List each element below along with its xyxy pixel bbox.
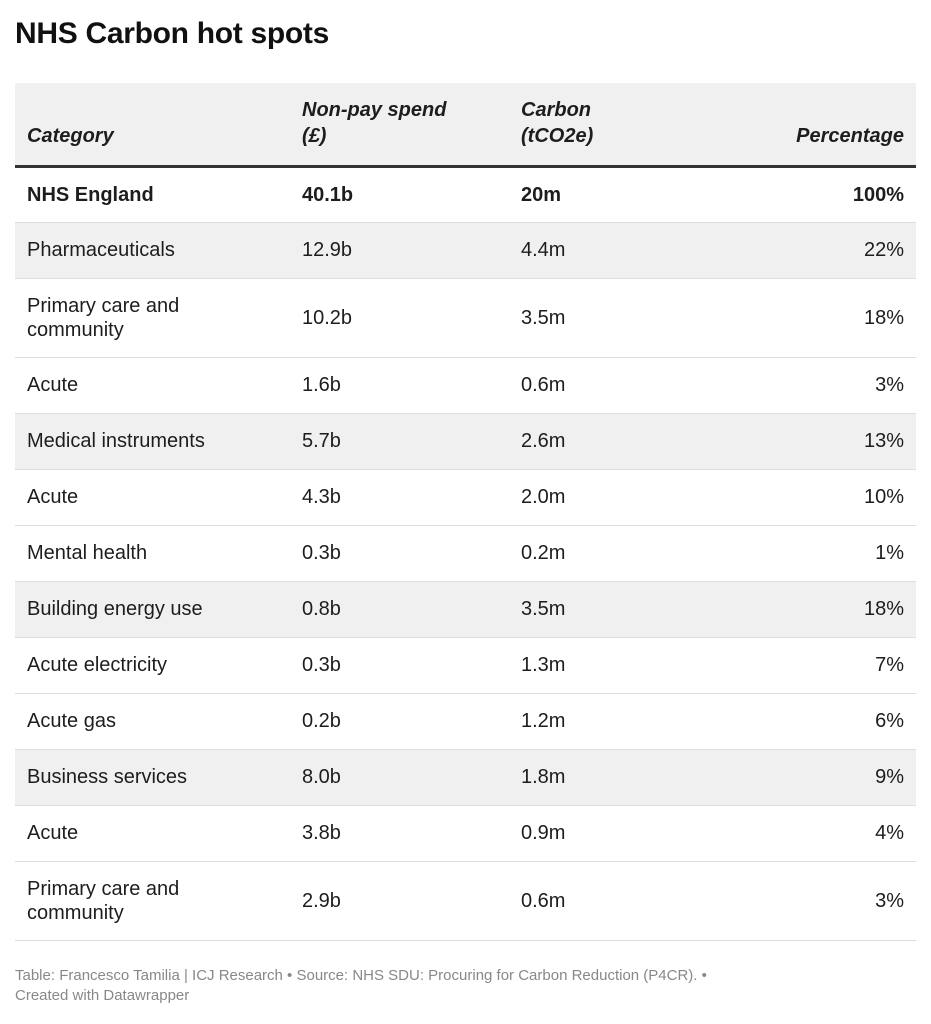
percentage-cell: 22% bbox=[863, 239, 904, 261]
carbon-cell: 0.6m bbox=[521, 889, 566, 912]
table-row: Pharmaceuticals 12.9b 4.4m 22% bbox=[15, 222, 916, 278]
category-cell: Acute electricity bbox=[27, 654, 168, 676]
header-category[interactable]: Category bbox=[15, 83, 290, 166]
spend-cell: 0.2b bbox=[302, 710, 341, 732]
percentage-cell: 10% bbox=[863, 486, 904, 508]
carbon-cell: 0.6m bbox=[521, 374, 566, 396]
table-row: Primary care and community 10.2b 3.5m 18% bbox=[15, 278, 916, 357]
category-cell: Acute bbox=[27, 374, 79, 396]
spend-cell: 0.3b bbox=[302, 654, 341, 676]
spend-cell: 3.8b bbox=[302, 822, 341, 844]
category-cell: Medical instruments bbox=[27, 430, 205, 452]
percentage-cell: 18% bbox=[863, 598, 904, 620]
carbon-cell: 1.3m bbox=[521, 654, 566, 676]
percentage-cell: 18% bbox=[863, 306, 904, 329]
percentage-cell: 9% bbox=[875, 766, 904, 788]
table-row: Medical instruments 5.7b 2.6m 13% bbox=[15, 413, 916, 469]
spend-cell: 40.1b bbox=[302, 183, 354, 206]
percentage-cell: 100% bbox=[852, 183, 904, 206]
table-row: NHS England 40.1b 20m 100% bbox=[15, 166, 916, 222]
header-percentage-label: Percentage bbox=[796, 124, 904, 147]
category-cell: NHS England bbox=[27, 183, 154, 206]
footer: Table: Francesco Tamilia | ICJ Research … bbox=[15, 966, 795, 1006]
carbon-cell: 0.2m bbox=[521, 542, 566, 564]
carbon-cell: 0.9m bbox=[521, 822, 566, 844]
table-row: Acute gas 0.2b 1.2m 6% bbox=[15, 693, 916, 749]
table-row: Acute electricity 0.3b 1.3m 7% bbox=[15, 637, 916, 693]
table-row: Primary care and community 2.9b 0.6m 3% bbox=[15, 861, 916, 940]
footer-created-with: Created with Datawrapper bbox=[15, 987, 190, 1004]
spend-cell: 0.3b bbox=[302, 542, 341, 564]
carbon-cell: 2.0m bbox=[521, 486, 566, 508]
header-carbon-label-line2: (tCO2e) bbox=[521, 124, 594, 147]
header-category-label: Category bbox=[27, 124, 114, 147]
header-carbon-label-line1: Carbon bbox=[521, 98, 591, 121]
percentage-cell: 6% bbox=[875, 710, 904, 732]
spend-cell: 10.2b bbox=[302, 306, 353, 329]
header-percentage[interactable]: Percentage bbox=[728, 83, 916, 166]
table-row: Acute 3.8b 0.9m 4% bbox=[15, 805, 916, 861]
carbon-cell: 2.6m bbox=[521, 430, 566, 452]
category-cell: Building energy use bbox=[27, 598, 203, 620]
spend-cell: 5.7b bbox=[302, 430, 341, 452]
spend-cell: 1.6b bbox=[302, 374, 341, 396]
category-cell: Primary care and community bbox=[27, 294, 180, 341]
footer-credit: Table: Francesco Tamilia | ICJ Research … bbox=[15, 967, 707, 984]
carbon-cell: 3.5m bbox=[521, 598, 566, 620]
spend-cell: 12.9b bbox=[302, 239, 353, 261]
percentage-cell: 4% bbox=[875, 822, 904, 844]
table-header: Category Non-pay spend (£) Carbon (tCO2e… bbox=[15, 83, 916, 166]
spend-cell: 8.0b bbox=[302, 766, 341, 788]
table-body: NHS England 40.1b 20m 100% Pharmaceuticals 12… bbox=[15, 166, 916, 940]
header-carbon[interactable]: Carbon (tCO2e) bbox=[509, 83, 728, 166]
category-cell: Acute bbox=[27, 486, 79, 508]
carbon-cell: 1.8m bbox=[521, 766, 566, 788]
category-cell: Acute gas bbox=[27, 710, 116, 732]
category-cell: Mental health bbox=[27, 542, 148, 564]
header-spend-label-line1: Non-pay spend bbox=[302, 98, 447, 121]
table-row: Acute 1.6b 0.6m 3% bbox=[15, 357, 916, 413]
category-cell: Pharmaceuticals bbox=[27, 239, 175, 261]
spend-cell: 4.3b bbox=[302, 486, 341, 508]
table-row: Mental health 0.3b 0.2m 1% bbox=[15, 525, 916, 581]
table-row: Building energy use 0.8b 3.5m 18% bbox=[15, 581, 916, 637]
percentage-cell: 1% bbox=[875, 542, 904, 564]
page-title: NHS Carbon hot spots bbox=[15, 17, 329, 50]
data-table: Category Non-pay spend (£) Carbon (tCO2e… bbox=[15, 83, 916, 941]
percentage-cell: 3% bbox=[875, 889, 904, 912]
carbon-cell: 4.4m bbox=[521, 239, 566, 261]
carbon-cell: 20m bbox=[521, 183, 562, 206]
header-spend-label-line2: (£) bbox=[302, 124, 327, 147]
header-spend[interactable]: Non-pay spend (£) bbox=[290, 83, 509, 166]
table-row: Business services 8.0b 1.8m 9% bbox=[15, 749, 916, 805]
carbon-cell: 3.5m bbox=[521, 306, 566, 329]
category-cell: Acute bbox=[27, 822, 79, 844]
header-row: Category Non-pay spend (£) Carbon (tCO2e… bbox=[15, 83, 916, 166]
spend-cell: 0.8b bbox=[302, 598, 341, 620]
percentage-cell: 3% bbox=[875, 374, 904, 396]
carbon-cell: 1.2m bbox=[521, 710, 566, 732]
category-cell: Primary care and community bbox=[27, 877, 180, 924]
table-row: Acute 4.3b 2.0m 10% bbox=[15, 469, 916, 525]
percentage-cell: 13% bbox=[863, 430, 904, 452]
category-cell: Business services bbox=[27, 766, 188, 788]
spend-cell: 2.9b bbox=[302, 889, 341, 912]
percentage-cell: 7% bbox=[875, 654, 904, 676]
